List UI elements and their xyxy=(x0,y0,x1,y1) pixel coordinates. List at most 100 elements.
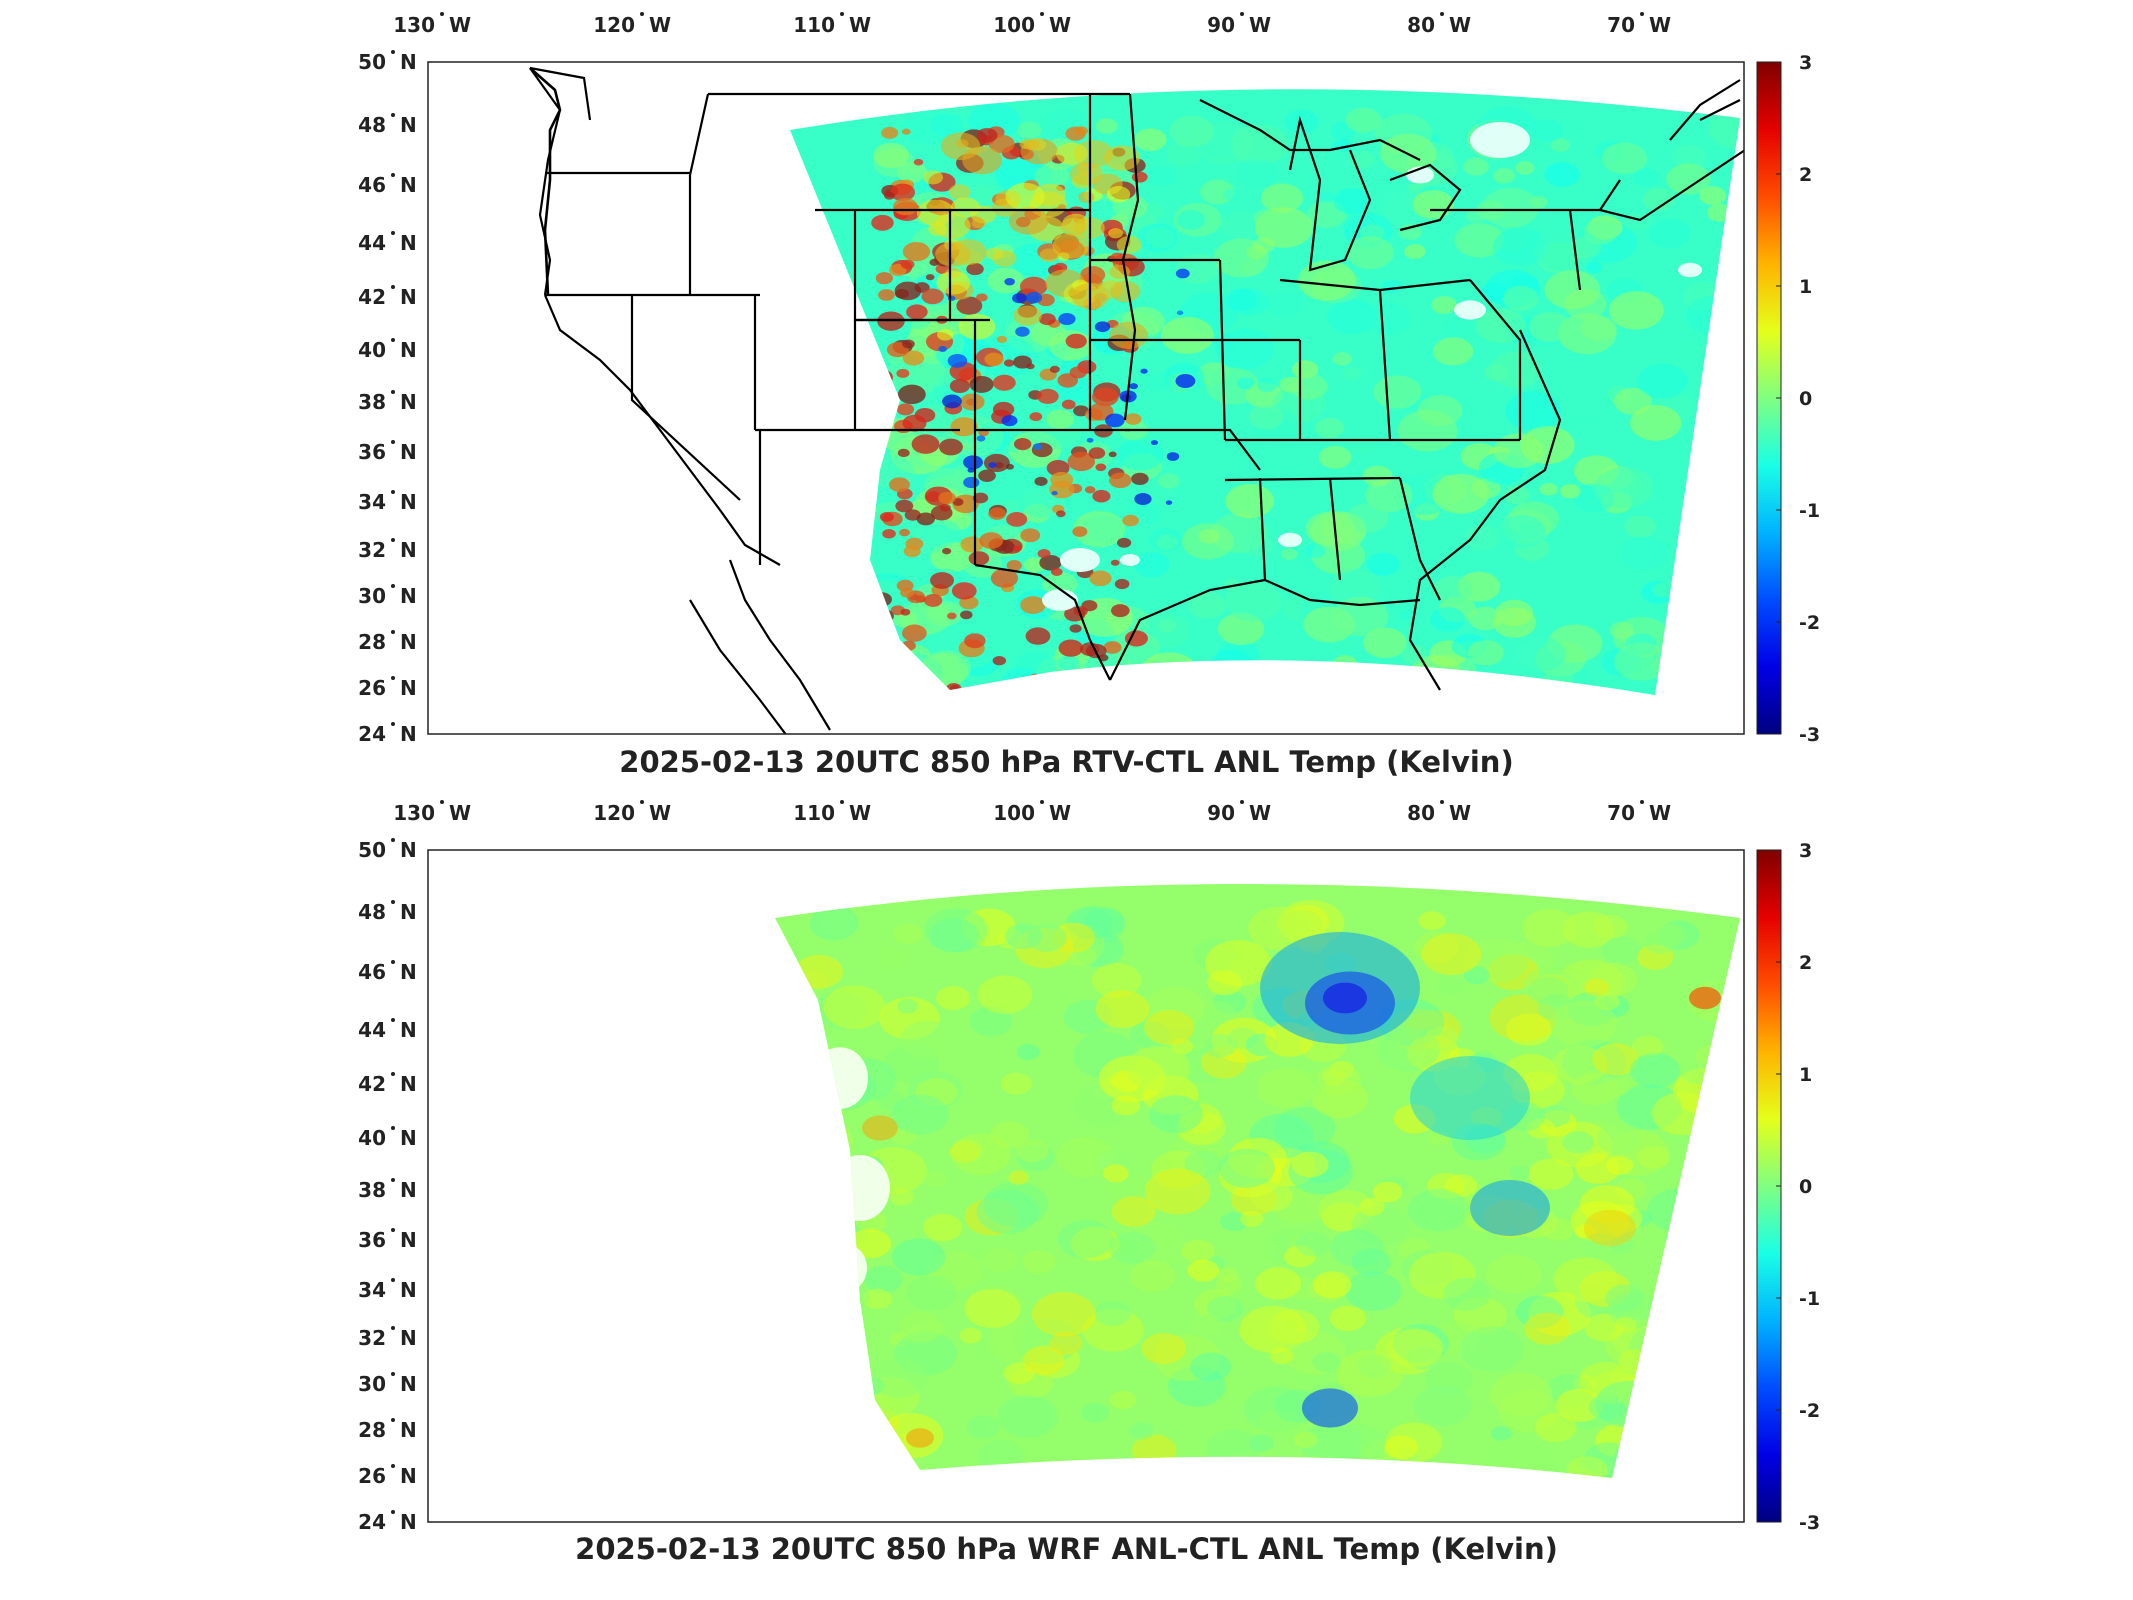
svg-text:50: 50 xyxy=(358,50,386,74)
colorbar-tick-label: 0 xyxy=(1799,1176,1812,1198)
svg-text:100: 100 xyxy=(993,801,1035,825)
svg-text:W: W xyxy=(1249,801,1271,825)
svg-text:N: N xyxy=(400,1510,417,1534)
svg-text:32: 32 xyxy=(358,538,386,562)
svg-text:N: N xyxy=(400,440,417,464)
svg-text:N: N xyxy=(400,50,417,74)
svg-text:N: N xyxy=(400,1278,417,1302)
map-frame xyxy=(427,849,1745,1523)
longitude-tick-label: 70 W xyxy=(1607,12,1671,37)
svg-text:W: W xyxy=(1049,13,1071,37)
svg-text:N: N xyxy=(400,1418,417,1442)
svg-text:N: N xyxy=(400,338,417,362)
latitude-tick-label: 32 N xyxy=(358,538,417,562)
longitude-tick-label: 80 W xyxy=(1407,12,1471,37)
svg-text:42: 42 xyxy=(358,285,386,309)
latitude-tick-label: 32 N xyxy=(358,1326,417,1350)
longitude-tick-label: 100 W xyxy=(993,12,1071,37)
colorbar-tick-label: 3 xyxy=(1799,52,1812,74)
svg-text:70: 70 xyxy=(1607,801,1635,825)
map-panel-rtv: 130 W 120 W 110 W 100 W 90 W 80 W 70 W 50 N 48 N 46 N 44 N 42 N… xyxy=(0,0,2133,790)
latitude-tick-label: 30 N xyxy=(358,584,417,608)
latitude-tick-label: 34 N xyxy=(358,1278,417,1302)
svg-text:W: W xyxy=(649,801,671,825)
colorbar-tick-label: -2 xyxy=(1799,612,1820,634)
data-field xyxy=(790,89,1740,695)
svg-text:W: W xyxy=(849,13,871,37)
latitude-tick-label: 36 N xyxy=(358,440,417,464)
longitude-tick-label: 70 W xyxy=(1607,800,1671,825)
svg-text:42: 42 xyxy=(358,1072,386,1096)
colorbar-tick-label: 2 xyxy=(1799,164,1812,186)
svg-text:N: N xyxy=(400,1178,417,1202)
temperature-difference-map: 130 W 120 W 110 W 100 W 90 W 80 W 70 W50 N48 N46 N44 N42 N… xyxy=(358,800,1820,1534)
map-title: 2025-02-13 20UTC 850 hPa WRF ANL-CTL ANL… xyxy=(575,1532,1558,1566)
svg-text:N: N xyxy=(400,676,417,700)
svg-text:46: 46 xyxy=(358,173,386,197)
latitude-tick-label: 40 N xyxy=(358,1126,417,1150)
svg-text:130: 130 xyxy=(393,801,435,825)
latitude-tick-label: 44 N xyxy=(358,1018,417,1042)
svg-text:N: N xyxy=(400,1372,417,1396)
colorbar-tick-label: -1 xyxy=(1799,500,1820,522)
data-field xyxy=(775,884,1740,1478)
latitude-tick-label: 26 N xyxy=(358,1464,417,1488)
svg-text:W: W xyxy=(849,801,871,825)
svg-text:28: 28 xyxy=(358,630,386,654)
svg-text:40: 40 xyxy=(358,338,386,362)
svg-text:36: 36 xyxy=(358,1228,386,1252)
svg-text:24: 24 xyxy=(358,722,386,746)
svg-text:N: N xyxy=(400,1018,417,1042)
svg-text:70: 70 xyxy=(1607,13,1635,37)
latitude-tick-label: 24 N xyxy=(358,722,417,746)
svg-text:50: 50 xyxy=(358,838,386,862)
colorbar-tick-label: -3 xyxy=(1799,724,1820,746)
latitude-tick-label: 44 N xyxy=(358,231,417,255)
colorbar-tick-label: 1 xyxy=(1799,276,1812,298)
latitude-tick-label: 28 N xyxy=(358,630,417,654)
svg-text:N: N xyxy=(400,960,417,984)
colorbar-tick-label: 0 xyxy=(1799,388,1812,410)
analysis-domain xyxy=(775,884,1740,1478)
colorbar-tick-label: 1 xyxy=(1799,1064,1812,1086)
svg-text:W: W xyxy=(449,801,471,825)
svg-text:28: 28 xyxy=(358,1418,386,1442)
latitude-tick-label: 30 N xyxy=(358,1372,417,1396)
svg-text:N: N xyxy=(400,1072,417,1096)
svg-text:N: N xyxy=(400,1126,417,1150)
svg-text:N: N xyxy=(400,1228,417,1252)
longitude-tick-label: 120 W xyxy=(593,800,671,825)
latitude-tick-label: 50 N xyxy=(358,50,417,74)
svg-text:80: 80 xyxy=(1407,13,1435,37)
svg-text:38: 38 xyxy=(358,390,386,414)
longitude-tick-label: 90 W xyxy=(1207,12,1271,37)
svg-text:W: W xyxy=(1649,801,1671,825)
colorbar-tick-label: -1 xyxy=(1799,1288,1820,1310)
svg-text:120: 120 xyxy=(593,13,635,37)
svg-text:N: N xyxy=(400,838,417,862)
latitude-tick-label: 38 N xyxy=(358,390,417,414)
latitude-tick-label: 28 N xyxy=(358,1418,417,1442)
svg-text:N: N xyxy=(400,231,417,255)
svg-text:N: N xyxy=(400,173,417,197)
svg-text:44: 44 xyxy=(358,1018,386,1042)
latitude-tick-label: 46 N xyxy=(358,960,417,984)
longitude-tick-label: 130 W xyxy=(393,800,471,825)
state-boundaries xyxy=(529,66,1744,734)
svg-text:110: 110 xyxy=(793,801,835,825)
svg-text:30: 30 xyxy=(358,584,386,608)
colorbar-tick-label: 3 xyxy=(1799,840,1812,862)
latitude-tick-label: 40 N xyxy=(358,338,417,362)
svg-text:32: 32 xyxy=(358,1326,386,1350)
longitude-tick-label: 130 W xyxy=(393,12,471,37)
svg-text:N: N xyxy=(400,390,417,414)
svg-text:40: 40 xyxy=(358,1126,386,1150)
svg-text:N: N xyxy=(400,722,417,746)
colorbar-tick-label: -3 xyxy=(1799,1512,1820,1534)
latitude-tick-label: 46 N xyxy=(358,173,417,197)
svg-text:48: 48 xyxy=(358,900,386,924)
svg-text:N: N xyxy=(400,584,417,608)
svg-text:W: W xyxy=(1249,13,1271,37)
latitude-tick-label: 48 N xyxy=(358,900,417,924)
svg-text:26: 26 xyxy=(358,676,386,700)
